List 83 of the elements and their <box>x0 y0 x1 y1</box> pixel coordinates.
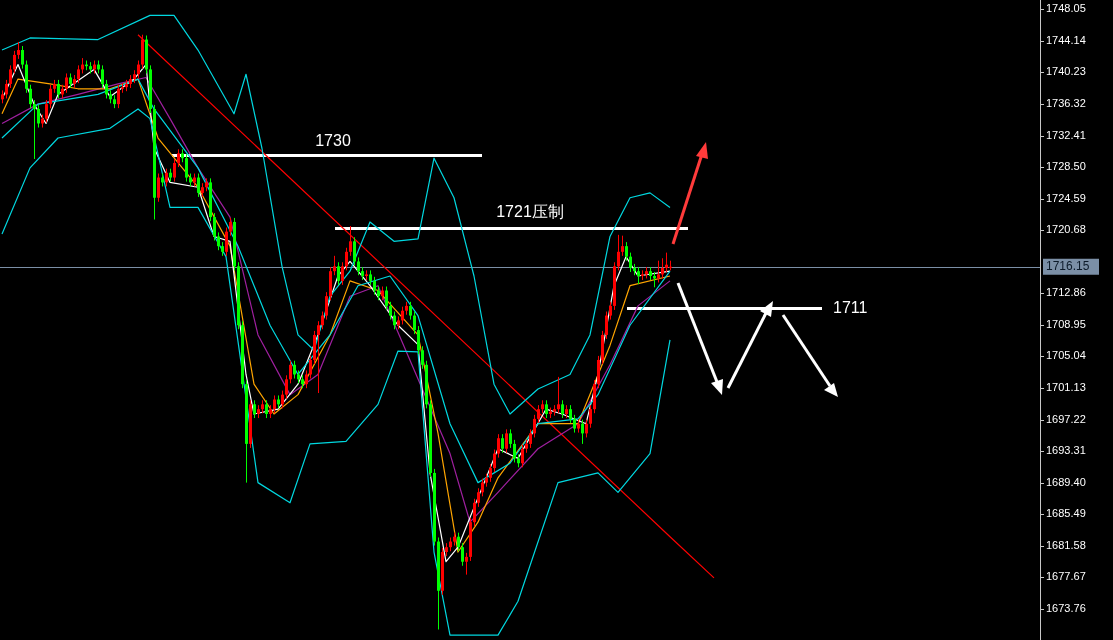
y-tick-label: 1728.50 <box>1046 160 1086 173</box>
y-tick-label: 1724.59 <box>1046 191 1086 204</box>
candlestick <box>493 449 496 473</box>
candlestick <box>157 173 160 203</box>
candlestick <box>225 227 228 257</box>
y-tick-label: 1736.32 <box>1046 96 1086 109</box>
candlestick <box>65 72 68 94</box>
y-tick-label: 1712.86 <box>1046 286 1086 299</box>
candlestick <box>629 252 632 273</box>
candlestick <box>5 79 8 99</box>
y-tick-label: 1685.49 <box>1046 507 1086 520</box>
candlestick <box>49 84 52 109</box>
candlestick <box>513 439 516 463</box>
y-tick-label: 1740.23 <box>1046 65 1086 78</box>
candlestick <box>333 255 336 276</box>
candlestick <box>661 257 664 279</box>
candlestick <box>341 261 344 286</box>
candlestick <box>617 234 620 271</box>
candlestick <box>657 260 660 283</box>
candlestick <box>345 247 348 271</box>
candlestick <box>337 261 340 286</box>
ref-line-label: 1711 <box>833 298 868 316</box>
candlestick <box>621 235 624 257</box>
candlestick <box>105 79 108 99</box>
candlestick <box>465 552 468 576</box>
candlestick <box>13 50 16 74</box>
y-tick-label: 1681.58 <box>1046 538 1086 551</box>
y-tick-label: 1677.67 <box>1046 570 1086 583</box>
candlestick <box>213 212 216 241</box>
candlestick <box>37 104 40 129</box>
candlestick <box>185 153 188 183</box>
ref-line-label: 1716.15 <box>1046 259 1090 274</box>
ref-line-label: 1730 <box>315 131 351 149</box>
candlestick <box>33 99 36 160</box>
candlestick <box>533 414 536 438</box>
candlestick <box>45 99 48 124</box>
candlestick <box>473 498 476 527</box>
candlestick <box>417 325 420 355</box>
y-tick-label: 1708.95 <box>1046 317 1086 330</box>
candlestick <box>21 45 24 70</box>
candlestick <box>117 84 120 109</box>
candlestick <box>605 311 608 340</box>
candlestick <box>57 79 60 99</box>
candlestick <box>497 433 500 459</box>
y-tick-label: 1744.14 <box>1046 33 1086 46</box>
candlestick <box>173 158 176 183</box>
y-tick-label: 1697.22 <box>1046 412 1086 425</box>
candlestick <box>505 428 508 454</box>
candlestick <box>581 419 584 445</box>
y-tick-label: 1720.68 <box>1046 223 1086 236</box>
candlestick <box>309 355 312 380</box>
y-tick-label: 1673.76 <box>1046 601 1086 614</box>
candlestick <box>385 286 388 311</box>
candlestick <box>353 236 356 267</box>
candlestick <box>29 84 32 109</box>
y-tick-label: 1748.05 <box>1046 2 1086 15</box>
candlestick <box>289 360 292 384</box>
y-tick-label: 1701.13 <box>1046 380 1086 393</box>
candlestick <box>521 444 524 468</box>
candlestick <box>317 320 320 394</box>
candlestick <box>477 487 480 508</box>
candlestick <box>509 428 512 449</box>
candlestick <box>101 64 104 89</box>
candlestick <box>461 542 464 567</box>
y-tick-label: 1693.31 <box>1046 444 1086 457</box>
y-tick-label: 1705.04 <box>1046 349 1086 362</box>
ref-line-label: 1721压制 <box>496 202 564 220</box>
candlestick <box>197 173 200 198</box>
y-tick-label: 1732.41 <box>1046 128 1086 141</box>
candlestick <box>457 532 460 552</box>
candlestick <box>557 376 560 414</box>
candlestick <box>413 311 416 335</box>
candlestick <box>325 291 328 321</box>
candlestick <box>665 252 668 273</box>
candlestick <box>9 64 12 89</box>
candlestick <box>625 241 628 262</box>
candlestick <box>285 374 288 400</box>
candlestick <box>349 225 352 257</box>
candlestick <box>421 345 424 370</box>
y-tick-label: 1689.40 <box>1046 475 1086 488</box>
candlestick <box>529 428 532 449</box>
candlestick <box>501 433 504 454</box>
candlestick <box>589 404 592 429</box>
